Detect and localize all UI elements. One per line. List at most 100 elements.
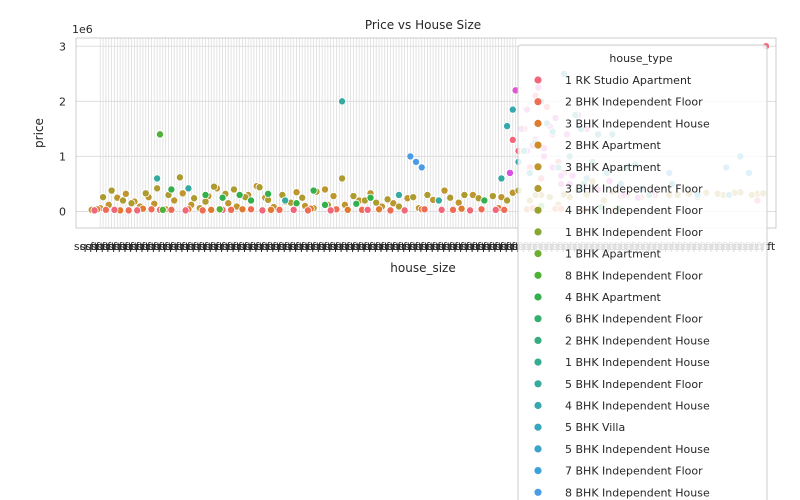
data-point xyxy=(457,204,466,213)
data-point xyxy=(198,206,207,215)
legend-entry-label: 4 BHK Apartment xyxy=(565,291,662,304)
data-point xyxy=(412,157,421,166)
legend: house_type 1 RK Studio Apartment 2 BHK In… xyxy=(517,44,768,500)
data-point xyxy=(309,186,318,195)
data-point xyxy=(366,193,375,202)
data-point xyxy=(247,196,256,205)
data-point xyxy=(201,190,210,199)
x-tick-label: sq ft xyxy=(205,240,230,253)
x-tick-label: sq ft xyxy=(341,240,366,253)
data-point xyxy=(394,190,403,199)
x-tick-label: sq ft xyxy=(74,240,99,253)
x-tick-label: sq ft xyxy=(387,240,412,253)
legend-entry-label: 5 BHK Independent House xyxy=(565,443,710,456)
data-point xyxy=(118,196,127,205)
data-point xyxy=(289,205,298,214)
chart-title: Price vs House Size xyxy=(365,18,481,32)
x-tick-label: sq ft xyxy=(432,240,457,253)
data-point xyxy=(343,205,352,214)
data-point xyxy=(423,190,432,199)
legend-marker xyxy=(533,270,543,280)
x-tick-label: sq ft xyxy=(444,240,469,253)
x-tick-label: sq ft xyxy=(125,240,150,253)
legend-entry-label: 3 BHK Apartment xyxy=(565,161,662,174)
y-tick-label: 3 xyxy=(59,40,66,53)
data-point xyxy=(375,205,384,214)
x-tick-label: sq ft xyxy=(148,240,173,253)
x-tick-label: sq ft xyxy=(273,240,298,253)
x-tick-label: sq ft xyxy=(233,240,258,253)
x-tick-label: sq ft xyxy=(438,240,463,253)
data-point xyxy=(207,205,216,214)
y-offset-label: 1e6 xyxy=(72,23,93,36)
x-tick-label: sq ft xyxy=(415,240,440,253)
x-tick-label: sq ft xyxy=(85,240,110,253)
data-point xyxy=(258,206,267,215)
x-tick-label: sq ft xyxy=(102,240,127,253)
x-tick-label: sq ft xyxy=(131,240,156,253)
data-point xyxy=(255,183,264,192)
legend-entry-label: 2 BHK Independent Floor xyxy=(565,96,703,109)
data-point xyxy=(153,174,162,183)
data-point xyxy=(215,205,224,214)
legend-marker xyxy=(533,184,543,193)
x-tick-label: sq ft xyxy=(302,240,327,253)
legend-entry-label: 3 BHK Independent House xyxy=(565,117,710,130)
x-tick-label: sq ft xyxy=(296,240,321,253)
x-tick-label: sq ft xyxy=(427,240,452,253)
x-tick-label: sq ft xyxy=(495,240,520,253)
data-point xyxy=(101,205,110,214)
data-point xyxy=(175,173,184,182)
data-point xyxy=(363,205,372,214)
data-point xyxy=(201,197,210,206)
x-tick-label: sq ft xyxy=(216,240,241,253)
data-point xyxy=(449,205,458,214)
legend-marker xyxy=(533,292,543,302)
data-point xyxy=(218,193,227,202)
legend-marker xyxy=(533,227,543,237)
data-point xyxy=(90,206,99,215)
x-tick-label: sq ft xyxy=(398,240,423,253)
x-tick-label: sq ft xyxy=(279,240,304,253)
data-point xyxy=(158,205,167,214)
data-point xyxy=(338,97,347,106)
data-point xyxy=(409,193,418,202)
x-tick-label: sq ft xyxy=(210,240,235,253)
legend-marker xyxy=(533,314,543,324)
data-point xyxy=(477,205,486,214)
legend-marker xyxy=(533,422,543,432)
x-tick-label: sq ft xyxy=(404,240,429,253)
legend-entry-label: 5 BHK Independent Floor xyxy=(565,378,703,391)
x-tick-label: sq ft xyxy=(256,240,281,253)
data-point xyxy=(383,195,392,204)
legend-items: 1 RK Studio Apartment 2 BHK Independent F… xyxy=(533,74,710,499)
data-point xyxy=(184,184,193,193)
data-point xyxy=(505,168,514,177)
x-tick-label: sq ft xyxy=(324,240,349,253)
x-tick-label: sq ft xyxy=(455,240,480,253)
data-point xyxy=(247,205,256,214)
data-point xyxy=(440,186,449,195)
data-point xyxy=(298,193,307,202)
legend-entry-label: 1 BHK Independent House xyxy=(565,356,710,369)
data-point xyxy=(420,205,429,214)
legend-marker xyxy=(533,379,543,389)
x-tick-label: sq ft xyxy=(228,240,253,253)
data-point xyxy=(281,196,290,205)
x-tick-label: sq ft xyxy=(159,240,184,253)
x-tick-label: sq ft xyxy=(358,240,383,253)
x-tick-label: sq ft xyxy=(154,240,179,253)
legend-title: house_type xyxy=(609,52,672,65)
data-point xyxy=(167,205,176,214)
data-point xyxy=(147,205,156,214)
data-point xyxy=(503,196,512,205)
x-tick-label: sq ft xyxy=(267,240,292,253)
x-tick-label: sq ft xyxy=(421,240,446,253)
legend-marker xyxy=(533,205,543,215)
legend-marker xyxy=(533,140,543,150)
data-point xyxy=(497,174,506,183)
data-point xyxy=(460,190,469,199)
legend-marker xyxy=(533,162,543,172)
x-tick-label: sq ft xyxy=(319,240,344,253)
x-tick-label: sq ft xyxy=(467,240,492,253)
